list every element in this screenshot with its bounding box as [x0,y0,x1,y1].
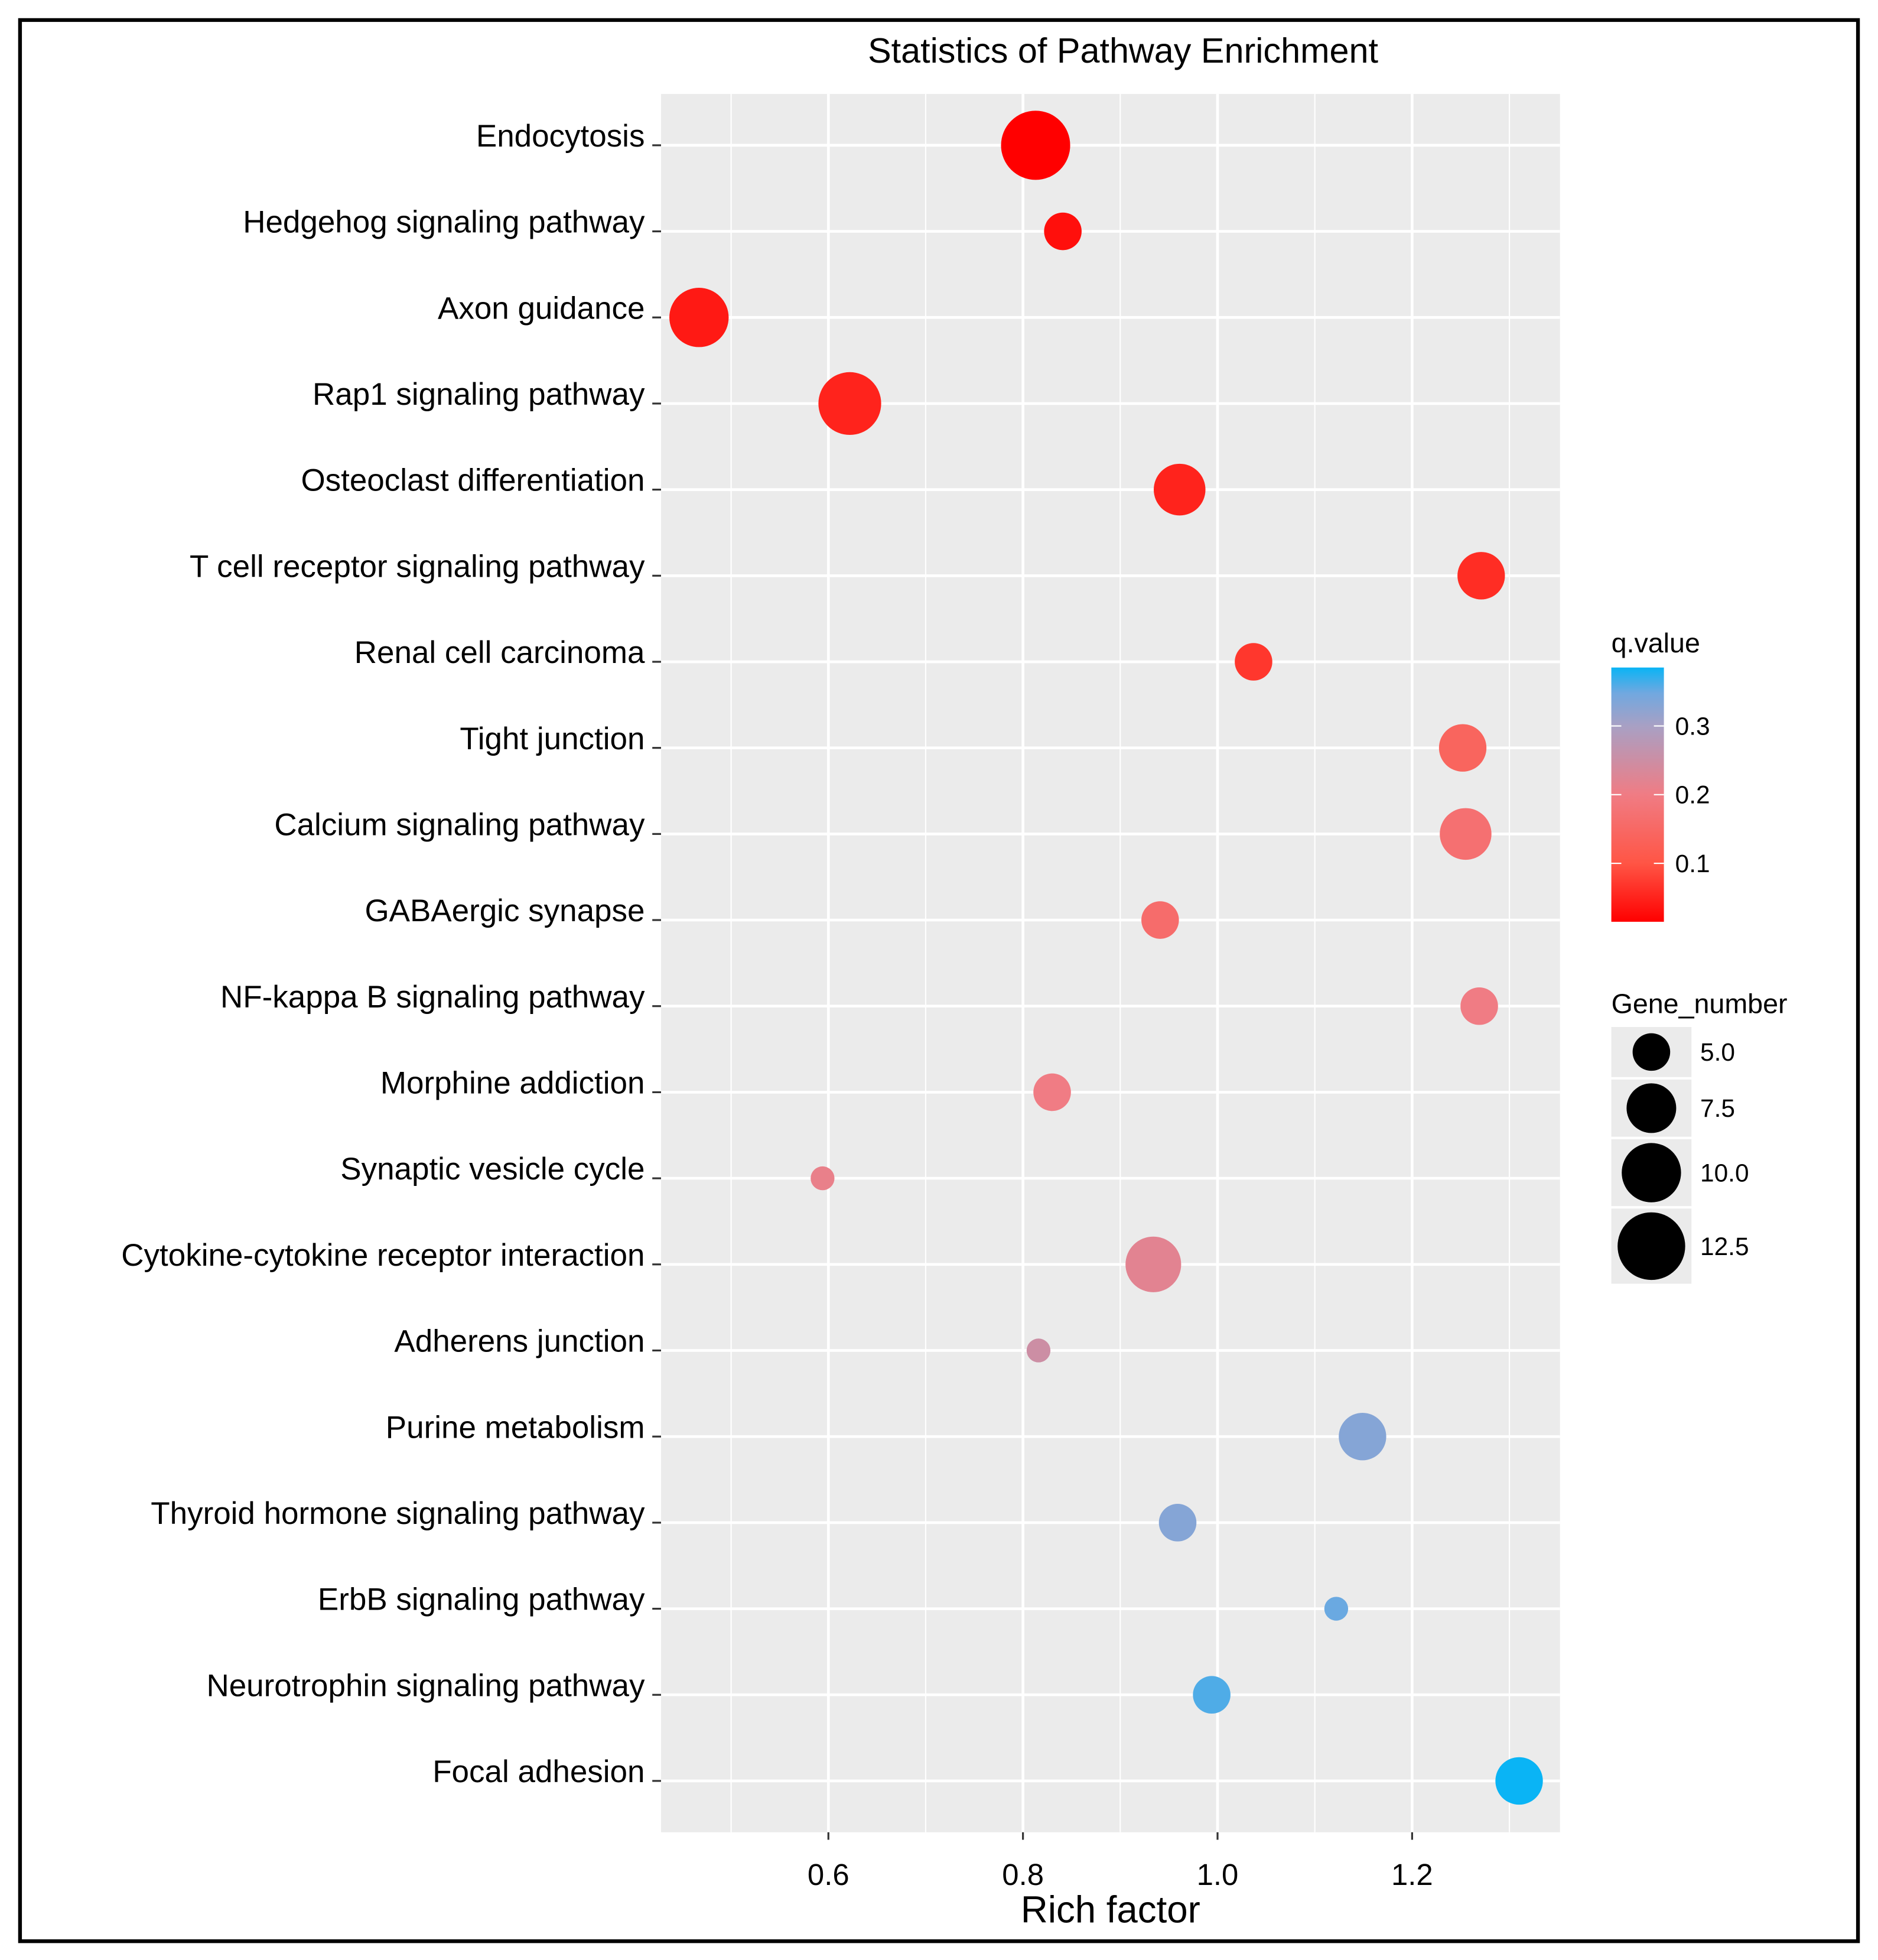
x-tick-label: 0.8 [1002,1858,1044,1891]
pathway-label: T cell receptor signaling pathway [190,549,645,584]
data-point [1440,808,1492,860]
pathway-label: Thyroid hormone signaling pathway [151,1496,645,1531]
x-tick-label: 1.0 [1197,1858,1239,1891]
data-point [1235,643,1272,681]
size-legend-label: 7.5 [1700,1094,1735,1122]
data-point [1154,463,1206,516]
data-point [1457,552,1505,600]
data-point [811,1166,835,1191]
data-point [1141,901,1179,939]
x-axis-title: Rich factor [1021,1889,1200,1930]
pathway-label: Endocytosis [476,119,645,154]
color-legend-label: 0.3 [1675,712,1710,740]
plot-panel [661,93,1560,1832]
pathway-label: Cytokine-cytokine receptor interaction [121,1238,645,1273]
size-legend-label: 10.0 [1700,1159,1749,1187]
data-point [1193,1676,1231,1714]
pathway-label: Tight junction [460,721,645,756]
pathway-label: GABAergic synapse [364,893,645,928]
size-legend-circle [1622,1143,1681,1202]
pathway-label: NF-kappa B signaling pathway [220,980,645,1015]
pathway-label: Renal cell carcinoma [354,635,645,670]
x-tick-label: 0.6 [808,1858,850,1891]
data-point [1495,1757,1543,1805]
data-point [1324,1597,1349,1621]
data-point [1158,1504,1197,1542]
size-legend-label: 5.0 [1700,1038,1735,1066]
data-point [1033,1073,1071,1111]
data-point [1438,724,1487,772]
data-point [1044,212,1082,251]
data-point [1339,1412,1386,1461]
pathway-label: Rap1 signaling pathway [313,377,645,412]
data-point [1026,1338,1051,1363]
pathway-label: Morphine addiction [380,1066,645,1101]
size-legend-circle [1632,1033,1671,1071]
size-legend-circle [1617,1212,1685,1280]
color-legend-label: 0.2 [1675,781,1710,809]
color-legend-title: q.value [1612,628,1700,658]
data-point [1460,987,1498,1025]
pathway-label: Axon guidance [438,291,645,326]
data-point [1125,1236,1182,1292]
pathway-label: Adherens junction [394,1324,645,1359]
chart-title: Statistics of Pathway Enrichment [868,31,1378,70]
pathway-label: Hedgehog signaling pathway [243,205,645,240]
data-point [818,372,881,435]
pathway-label: Focal adhesion [432,1754,645,1789]
pathway-label: Purine metabolism [386,1410,645,1445]
pathway-label: ErbB signaling pathway [318,1582,645,1617]
pathway-label: Osteoclast differentiation [301,463,645,498]
pathway-label: Calcium signaling pathway [274,807,645,842]
color-legend-label: 0.1 [1675,850,1710,877]
size-legend-circle [1626,1083,1677,1133]
x-tick-label: 1.2 [1391,1858,1433,1891]
data-point [1001,110,1070,180]
size-legend-label: 12.5 [1700,1233,1749,1260]
size-legend-title: Gene_number [1612,989,1788,1019]
data-point [669,288,729,347]
pathway-label: Neurotrophin signaling pathway [206,1668,645,1703]
pathway-label: Synaptic vesicle cycle [340,1152,645,1187]
